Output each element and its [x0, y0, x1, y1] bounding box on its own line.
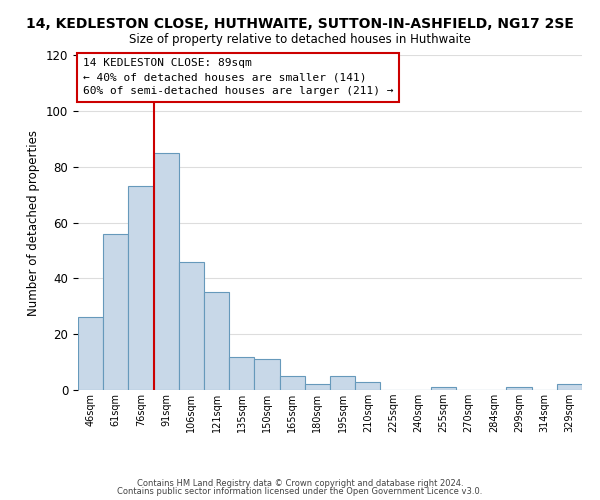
Bar — [128, 186, 154, 390]
Bar — [154, 152, 179, 390]
Bar — [229, 356, 254, 390]
Text: 14 KEDLESTON CLOSE: 89sqm
← 40% of detached houses are smaller (141)
60% of semi: 14 KEDLESTON CLOSE: 89sqm ← 40% of detac… — [83, 58, 394, 96]
Bar — [204, 292, 229, 390]
Bar — [557, 384, 582, 390]
Bar — [431, 387, 456, 390]
Bar — [254, 360, 280, 390]
Bar — [179, 262, 204, 390]
Y-axis label: Number of detached properties: Number of detached properties — [28, 130, 40, 316]
Text: Size of property relative to detached houses in Huthwaite: Size of property relative to detached ho… — [129, 32, 471, 46]
Bar — [506, 387, 532, 390]
Bar — [305, 384, 330, 390]
Text: Contains HM Land Registry data © Crown copyright and database right 2024.: Contains HM Land Registry data © Crown c… — [137, 478, 463, 488]
Bar — [280, 376, 305, 390]
Text: Contains public sector information licensed under the Open Government Licence v3: Contains public sector information licen… — [118, 487, 482, 496]
Bar — [78, 318, 103, 390]
Bar — [330, 376, 355, 390]
Bar — [103, 234, 128, 390]
Bar — [355, 382, 380, 390]
Text: 14, KEDLESTON CLOSE, HUTHWAITE, SUTTON-IN-ASHFIELD, NG17 2SE: 14, KEDLESTON CLOSE, HUTHWAITE, SUTTON-I… — [26, 18, 574, 32]
